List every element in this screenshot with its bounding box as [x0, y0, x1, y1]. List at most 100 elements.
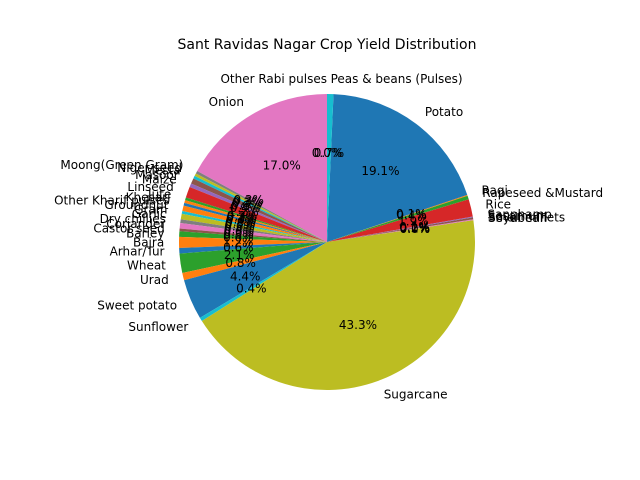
slice-percent: 0.8%: [225, 256, 256, 270]
slice-percent: 0.1%: [399, 220, 430, 234]
slice-label: Maize: [142, 173, 177, 187]
pie-slice: [327, 195, 469, 242]
pie-slice: [180, 219, 327, 242]
slice-percent: 0.6%: [224, 220, 255, 234]
slice-label: Other Kharif pulses: [54, 193, 169, 207]
slice-label: Arhar/Tur: [110, 245, 165, 259]
pie-labels: Onion Moong(Green Gram)Niger seedMestaMas…: [54, 72, 603, 401]
slice-label: Small millets: [488, 210, 565, 224]
slice-percent: 0.3%: [233, 193, 264, 207]
slice-label: Ragi: [481, 184, 507, 198]
pie-slice: [179, 228, 327, 242]
slice-label: Barley: [126, 226, 164, 240]
slice-percent: 19.1%: [361, 164, 399, 178]
slice-label: Rapeseed &Mustard: [482, 186, 603, 200]
pie-slice: [179, 222, 327, 242]
slice-label: Other Rabi pulses: [220, 72, 327, 86]
slice-label: Bajra: [133, 236, 164, 250]
slice-label: Coriander: [106, 217, 165, 231]
slice-percent: 0.7%: [314, 146, 345, 160]
pie-slice: [179, 242, 327, 254]
pie-slice: [327, 219, 474, 242]
slice-label: Linseed: [127, 180, 173, 194]
pie-slice: [183, 202, 327, 242]
slice-percent: 0.4%: [230, 201, 261, 215]
pie-slice: [327, 194, 468, 242]
pie-slice: [197, 94, 327, 242]
pie-percent-labels: 17.0%0.3%0.3%0.3%0.6%0.4%1.2%0.3%0.3%0.3…: [223, 146, 430, 332]
slice-label: Jute: [147, 188, 171, 202]
pie-slice: [195, 170, 327, 242]
slice-percent: 43.3%: [339, 318, 377, 332]
slice-percent: 0.3%: [223, 228, 254, 242]
slice-label: Mesta: [145, 164, 181, 178]
slice-percent: 0.3%: [225, 217, 256, 231]
slice-label: Sesamum: [488, 209, 548, 223]
slice-label: Niger seed: [117, 161, 182, 175]
slice-percent: 0.3%: [227, 209, 258, 223]
slice-percent: 1.2%: [223, 235, 254, 249]
pie-slice: [180, 213, 327, 242]
slice-percent: 4.4%: [230, 270, 261, 284]
pie-slice: [327, 217, 474, 242]
pie-slice: [199, 242, 327, 322]
slice-percent: 0.6%: [231, 198, 262, 212]
slice-label: Dry chillies: [100, 212, 166, 226]
slice-percent: 0.1%: [400, 222, 431, 236]
slice-percent: 0.2%: [399, 221, 430, 235]
slice-label: Sunflower: [128, 320, 188, 334]
pie-slice: [189, 183, 327, 242]
pie-slice: [185, 197, 327, 242]
pie-slice: [194, 173, 327, 242]
slice-label: Rice: [485, 197, 511, 211]
slice-percent: 0.3%: [226, 212, 257, 226]
slice-percent: 0.6%: [223, 230, 254, 244]
slice-label: Khesari: [126, 190, 171, 204]
slice-label: Soyabean: [488, 211, 547, 225]
pie-slice: [193, 175, 327, 242]
pie-slice: [327, 94, 468, 242]
pie-slice: [191, 178, 327, 242]
pie-slice: [201, 220, 476, 391]
slice-percent: 0.0%: [400, 222, 431, 236]
pie-slice: [327, 199, 473, 242]
slice-label: Gram: [134, 202, 167, 216]
slice-label: Potato: [425, 105, 463, 119]
pie-slice: [185, 186, 327, 242]
slice-percent: 0.4%: [396, 208, 427, 222]
pie-slice: [327, 216, 473, 242]
slice-label: Onion: [209, 95, 244, 109]
slice-label: Sweet potato: [97, 298, 177, 312]
slice-percent: 0.6%: [223, 225, 254, 239]
slice-label: Sugarcane: [384, 388, 448, 402]
slice-percent: 1.9%: [398, 215, 429, 229]
slice-label: Urad: [140, 273, 169, 287]
pie-slice: [184, 242, 327, 318]
slice-label: Masoor: [135, 168, 179, 182]
chart-title: Sant Ravidas Nagar Crop Yield Distributi…: [178, 37, 477, 53]
slice-label: Garlic: [132, 207, 167, 221]
slice-percent: 0.4%: [236, 281, 267, 295]
slice-percent: 17.0%: [263, 159, 301, 173]
slice-percent: 0.6%: [223, 240, 254, 254]
pie-slice: [181, 211, 327, 242]
pie-slice: [178, 236, 327, 249]
pie-slice: [327, 94, 334, 242]
slice-label: Moong(Green Gram): [60, 158, 183, 172]
slice-percent: 0.1%: [396, 207, 427, 221]
slice-label: Groundnut: [104, 198, 168, 212]
slice-percent: 1.2%: [228, 205, 259, 219]
pie-slice: [182, 242, 327, 281]
slice-percent: 0.6%: [225, 215, 256, 229]
pie-slice: [179, 231, 327, 242]
pie-slice: [182, 205, 327, 242]
pie-slices: [178, 94, 476, 391]
slice-percent: 0.4%: [224, 222, 255, 236]
slice-label: Peas & beans (Pulses): [331, 72, 463, 86]
slice-label: Sannhamp: [487, 207, 551, 221]
slice-label: Wheat: [127, 258, 166, 272]
slice-percent: 2.1%: [224, 248, 255, 262]
slice-percent: 0.3%: [232, 196, 263, 210]
pie-slice: [179, 242, 327, 273]
